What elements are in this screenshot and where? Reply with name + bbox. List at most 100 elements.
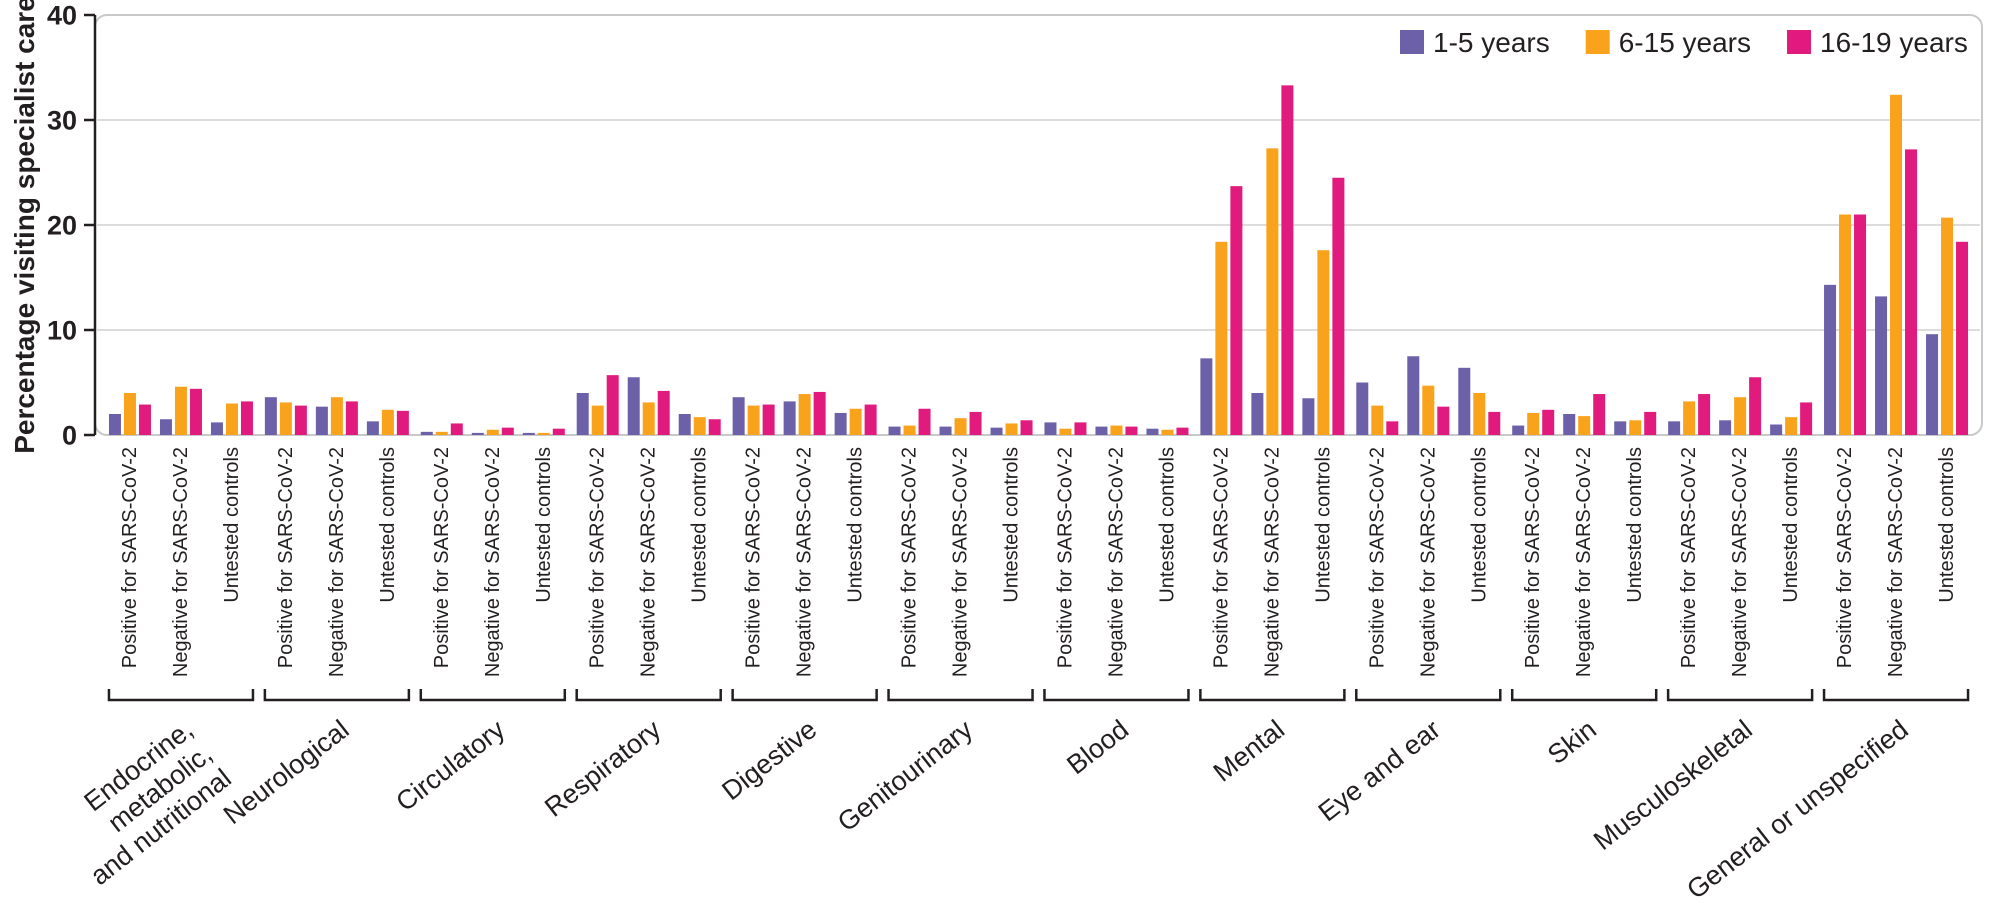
bar-6-15-years [486,429,499,435]
category-label-line: Musculoskeletal [1588,714,1758,856]
bar-6-15-years [954,418,967,435]
subgroup-label: Negative for SARS-CoV-2 [1417,447,1439,677]
category-bracket [1822,689,1970,702]
legend-label: 6-15 years [1619,27,1751,58]
subgroup-label: Negative for SARS-CoV-2 [794,447,816,677]
bar-1-5-years [1512,425,1525,435]
bar-16-19-years [1386,421,1399,435]
bar-6-15-years [1473,393,1486,435]
category-label: Blood [1061,714,1134,780]
bar-6-15-years [1734,397,1747,435]
bar-6-15-years [1005,423,1018,435]
category-label: Skin [1542,714,1602,770]
bar-6-15-years [747,405,760,435]
category-label: Genitourinary [832,714,979,838]
category-bracket [1355,689,1502,702]
category-bracket [887,689,1034,702]
y-tick-label: 10 [47,315,77,345]
category-bracket [1666,689,1814,702]
bar-1-5-years [576,393,589,435]
category-bracket [731,689,878,702]
category-label: Neurological [218,714,355,830]
subgroup-label: Positive for SARS-CoV-2 [587,447,609,668]
bar-6-15-years [381,409,394,435]
subgroup-label: Positive for SARS-CoV-2 [743,447,765,668]
bar-1-5-years [1044,422,1057,435]
subgroup-label: Untested controls [1312,447,1334,603]
bar-16-19-years [1437,406,1450,435]
bar-16-19-years [1644,411,1657,435]
legend-swatch [1400,30,1424,54]
bar-6-15-years [1059,428,1072,435]
category-bracket [263,689,411,702]
bar-1-5-years [1302,398,1315,435]
bar-6-15-years [1527,412,1540,435]
category-label-line: Neurological [218,714,355,830]
bar-16-19-years [345,401,358,435]
category-bracket [575,689,722,702]
subgroup-label: Negative for SARS-CoV-2 [1885,447,1907,677]
bar-16-19-years [657,390,670,435]
y-tick-label: 40 [47,0,77,30]
category-label: Mental [1208,714,1290,788]
bar-6-15-years [330,397,343,435]
bar-6-15-years [1941,217,1954,435]
bar-16-19-years [1332,177,1345,435]
bar-6-15-years [1215,241,1228,435]
subgroup-label: Negative for SARS-CoV-2 [326,447,348,677]
bar-1-5-years [783,401,796,435]
category-label-line: Digestive [716,714,822,806]
subgroup-label: Untested controls [1780,447,1802,603]
subgroup-label: Positive for SARS-CoV-2 [899,447,921,668]
subgroup-label: Untested controls [1001,447,1023,603]
y-tick-label: 20 [47,210,77,240]
bar-1-5-years [315,406,328,435]
category-bracket [419,689,567,702]
bar-1-5-years [1356,382,1369,435]
bar-1-5-years [1668,421,1681,435]
bar-1-5-years [1875,296,1888,435]
bar-16-19-years [1905,149,1918,435]
bar-16-19-years [1749,377,1762,435]
subgroup-label: Untested controls [533,447,555,603]
category-label-line: Circulatory [390,714,511,817]
category-label-line: Skin [1542,714,1602,770]
bar-6-15-years [1422,385,1435,435]
category-label: Circulatory [390,714,511,817]
bar-16-19-years [450,423,463,435]
category-label-line: Genitourinary [832,714,979,838]
bar-6-15-years [1110,425,1123,435]
bar-6-15-years [1785,417,1798,435]
subgroup-label: Positive for SARS-CoV-2 [119,447,141,668]
bar-6-15-years [174,386,187,435]
bar-16-19-years [552,428,565,435]
bar-16-19-years [606,375,619,435]
bar-1-5-years [1770,424,1783,435]
category-bracket [1199,689,1346,702]
bar-1-5-years [1563,414,1576,435]
subgroup-label: Negative for SARS-CoV-2 [1261,447,1283,677]
bar-16-19-years [396,410,409,435]
y-axis-title: Percentage visiting specialist care [9,0,40,454]
bar-1-5-years [1614,421,1627,435]
subgroup-label: Untested controls [689,447,711,603]
bar-1-5-years [264,397,277,435]
subgroup-label: Untested controls [1156,447,1178,603]
subgroup-label: Untested controls [221,447,243,603]
bar-1-5-years [1095,426,1108,435]
category-label: Eye and ear [1313,714,1446,827]
bar-1-5-years [1926,334,1939,435]
bar-16-19-years [1020,420,1033,435]
bar-6-15-years [903,425,916,435]
bar-1-5-years [939,426,952,435]
subgroup-label: Positive for SARS-CoV-2 [1678,447,1700,668]
bar-1-5-years [834,412,847,435]
category-label-line: Eye and ear [1313,714,1446,827]
bar-1-5-years [159,419,172,435]
category-label: Digestive [716,714,822,806]
bar-1-5-years [990,427,1003,435]
bar-1-5-years [210,422,223,435]
subgroup-label: Untested controls [377,447,399,603]
